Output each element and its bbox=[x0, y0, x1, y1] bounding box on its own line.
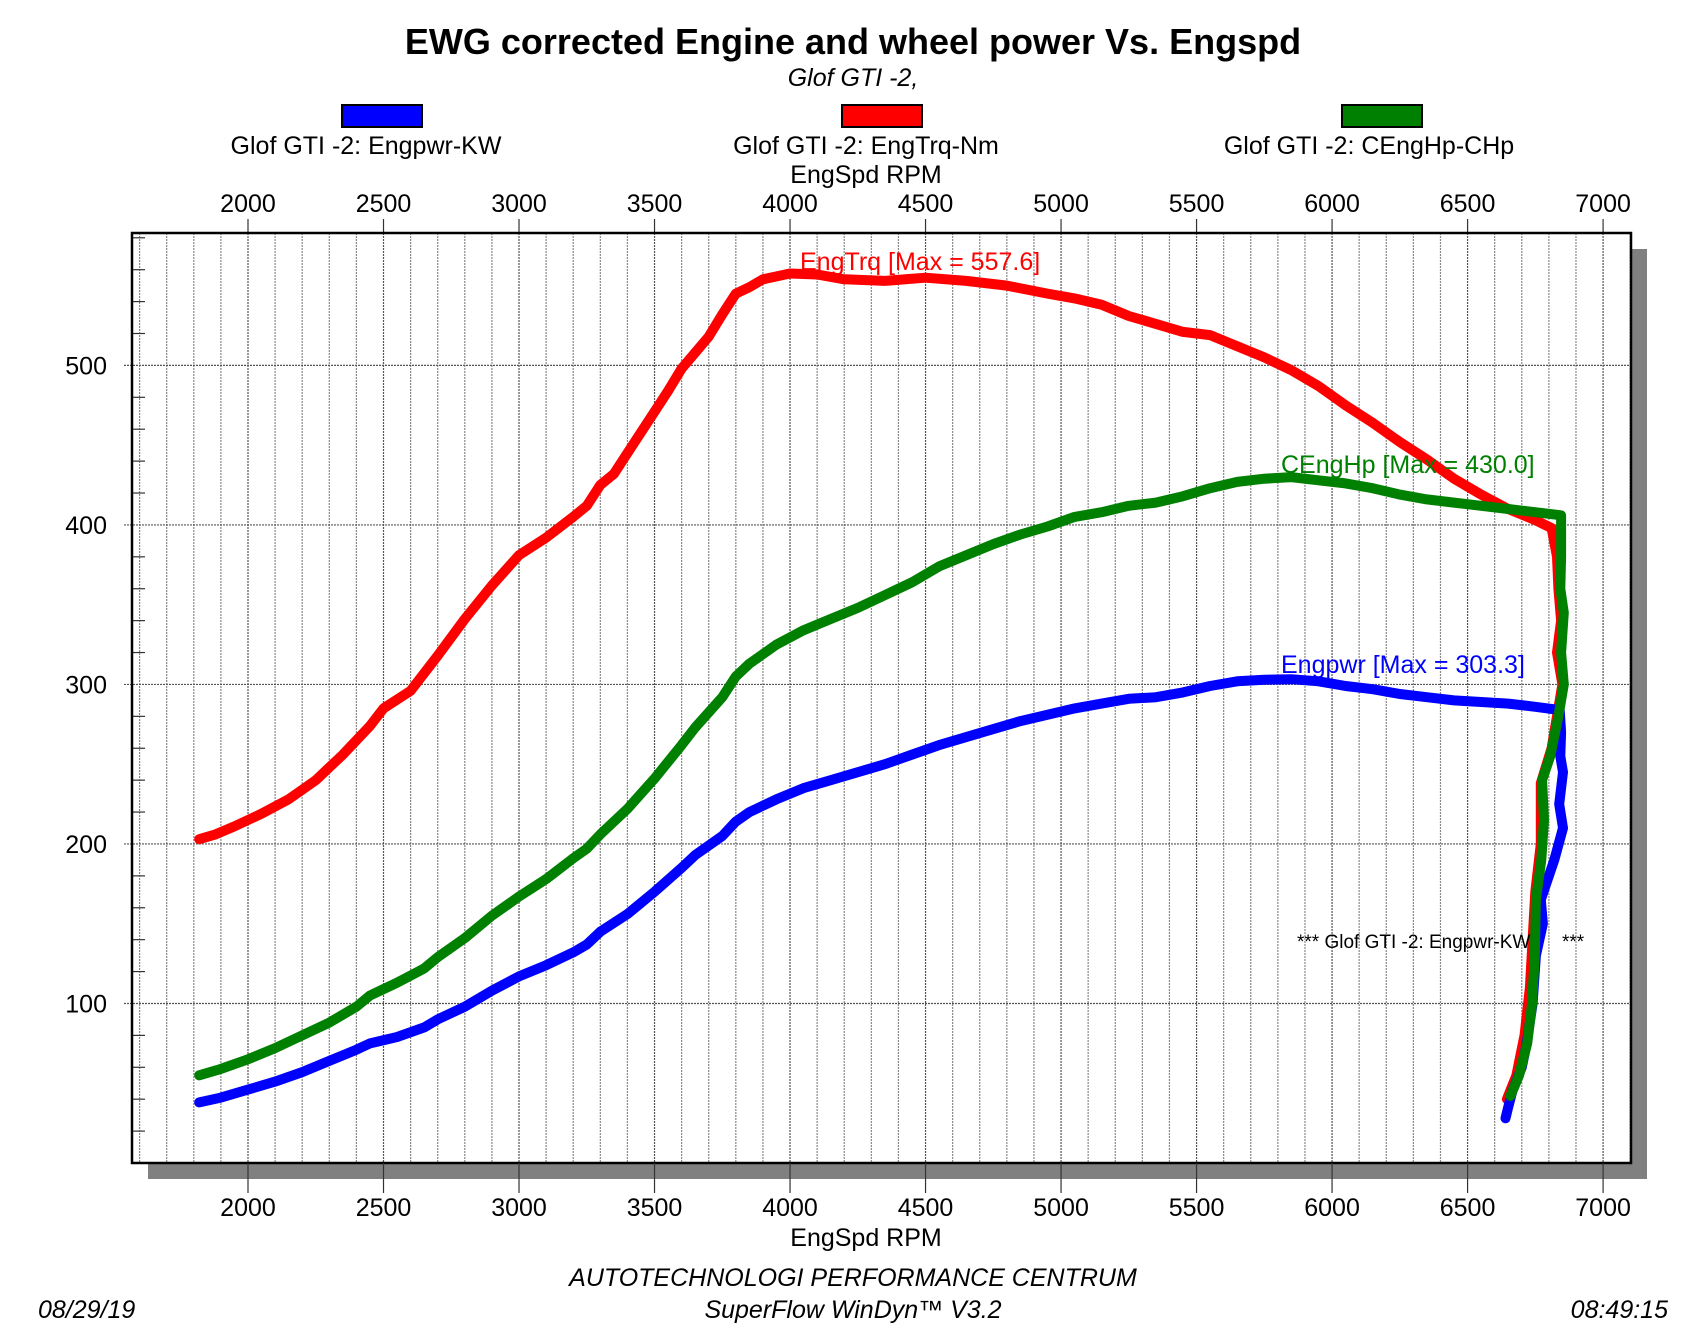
footer-date: 08/29/19 bbox=[38, 1296, 135, 1324]
legend-label-cenghp: Glof GTI -2: CEngHp-CHp bbox=[1224, 132, 1514, 160]
x-bottom-tick-label: 7000 bbox=[1575, 1194, 1631, 1222]
x-bottom-tick-label: 6000 bbox=[1304, 1194, 1360, 1222]
x-bottom-tick-label: 6500 bbox=[1440, 1194, 1496, 1222]
footer-time: 08:49:15 bbox=[1571, 1296, 1668, 1324]
legend-swatch-engpwr bbox=[341, 104, 423, 128]
y-tick-label: 400 bbox=[65, 512, 107, 540]
x-bottom-tick-label: 4000 bbox=[762, 1194, 818, 1222]
x-axis-top: 2000 2500 3000 3500 4000 4500 5000 5500 6000 6500… bbox=[220, 190, 1631, 233]
x-axis-bottom: 2000 2500 3000 3500 4000 4500 5000 5500 6000 6500… bbox=[220, 1163, 1631, 1222]
max-label-cenghp: CEngHp [Max = 430.0] bbox=[1281, 451, 1535, 479]
x-top-tick-label: 5000 bbox=[1033, 190, 1089, 218]
x-top-tick-label: 3500 bbox=[627, 190, 683, 218]
x-top-tick-label: 4500 bbox=[898, 190, 954, 218]
series-layer bbox=[194, 268, 1569, 1124]
legend-swatch-engtrq bbox=[841, 104, 923, 128]
series-line-engpwr bbox=[194, 674, 1568, 1124]
legend-swatch-cenghp bbox=[1341, 104, 1423, 128]
x-top-tick-label: 7000 bbox=[1575, 190, 1631, 218]
x-bottom-tick-label: 3000 bbox=[491, 1194, 547, 1222]
chart-title: EWG corrected Engine and wheel power Vs.… bbox=[405, 21, 1301, 62]
footer-software: SuperFlow WinDyn™ V3.2 bbox=[704, 1296, 1001, 1324]
plot-area bbox=[132, 233, 1631, 1163]
x-top-tick-label: 3000 bbox=[491, 190, 547, 218]
y-tick-label: 200 bbox=[65, 831, 107, 859]
x-bottom-tick-label: 3500 bbox=[627, 1194, 683, 1222]
x-top-tick-label: 6500 bbox=[1440, 190, 1496, 218]
x-top-tick-label: 5500 bbox=[1169, 190, 1225, 218]
x-top-tick-label: 6000 bbox=[1304, 190, 1360, 218]
x-top-tick-label: 2000 bbox=[220, 190, 276, 218]
y-tick-label: 500 bbox=[65, 352, 107, 380]
plot-border bbox=[130, 231, 1633, 1165]
grid bbox=[124, 233, 1631, 1163]
x-axis-label-top: EngSpd RPM bbox=[790, 161, 941, 189]
legend-label-engtrq: Glof GTI -2: EngTrq-Nm bbox=[733, 132, 999, 160]
x-top-tick-label: 4000 bbox=[762, 190, 818, 218]
chart-subtitle: Glof GTI -2, bbox=[788, 64, 919, 92]
y-tick-label: 300 bbox=[65, 671, 107, 699]
x-bottom-tick-label: 5500 bbox=[1169, 1194, 1225, 1222]
y-axis: 100 200 300 400 500 bbox=[65, 237, 145, 1132]
x-top-tick-label: 2500 bbox=[356, 190, 412, 218]
series-line-cenghp bbox=[194, 472, 1569, 1101]
legend: Glof GTI -2: Engpwr-KW Glof GTI -2: EngT… bbox=[231, 104, 1514, 160]
max-label-engtrq: EngTrq [Max = 557.6] bbox=[800, 248, 1040, 276]
x-axis-label-bottom: EngSpd RPM bbox=[790, 1224, 941, 1252]
x-bottom-tick-label: 4500 bbox=[898, 1194, 954, 1222]
x-bottom-tick-label: 2500 bbox=[356, 1194, 412, 1222]
x-bottom-tick-label: 5000 bbox=[1033, 1194, 1089, 1222]
footer-company: AUTOTECHNOLOGI PERFORMANCE CENTRUM bbox=[567, 1264, 1137, 1292]
run-note: *** Glof GTI -2: Engpwr-KW *** bbox=[1297, 932, 1585, 953]
legend-label-engpwr: Glof GTI -2: Engpwr-KW bbox=[231, 132, 502, 160]
y-tick-label: 100 bbox=[65, 990, 107, 1018]
x-bottom-tick-label: 2000 bbox=[220, 1194, 276, 1222]
max-label-engpwr: Engpwr [Max = 303.3] bbox=[1281, 651, 1525, 679]
